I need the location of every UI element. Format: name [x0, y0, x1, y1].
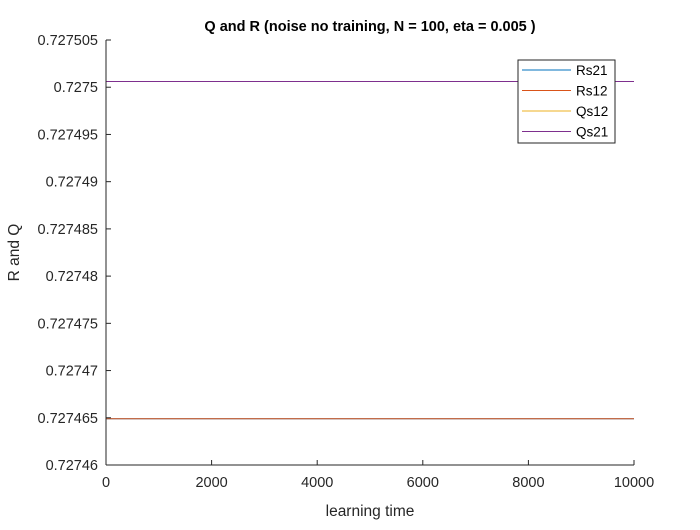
axes-layer: 0 2000 4000 6000 8000 10000 0.72746 0.727465 0.7… — [38, 33, 655, 491]
y-tick-label: 0.727485 — [38, 222, 98, 238]
y-tick-label: 0.72748 — [46, 269, 98, 285]
legend-box — [517, 59, 616, 144]
y-tick-label: 0.72747 — [46, 364, 98, 380]
legend-label-rs12: Rs12 — [576, 84, 608, 99]
y-tick-label: 0.72746 — [46, 458, 98, 474]
legend-label-qs12: Qs12 — [576, 104, 608, 119]
x-tick-label: 4000 — [301, 475, 333, 491]
x-tick-label: 2000 — [195, 475, 227, 491]
y-tick-label: 0.72749 — [46, 175, 98, 191]
y-tick-label: 0.727465 — [38, 411, 98, 427]
legend-label-qs21: Qs21 — [576, 125, 608, 140]
chart-title: Q and R (noise no training, N = 100, eta… — [204, 19, 535, 35]
x-tick-label: 8000 — [512, 475, 544, 491]
y-axis-label: R and Q — [6, 224, 23, 282]
legend-label-rs21: Rs21 — [576, 63, 608, 78]
x-tick-label: 6000 — [407, 475, 439, 491]
y-tick-label: 0.7275 — [54, 80, 98, 96]
y-tick-label: 0.727505 — [38, 33, 98, 49]
legend: Rs21 Rs12 Qs12 Qs21 — [517, 59, 616, 144]
y-tick-label: 0.727495 — [38, 127, 98, 143]
x-tick-label: 10000 — [614, 475, 654, 491]
y-tick-label: 0.727475 — [38, 316, 98, 332]
x-tick-label: 0 — [102, 475, 110, 491]
x-axis-label: learning time — [326, 503, 415, 520]
